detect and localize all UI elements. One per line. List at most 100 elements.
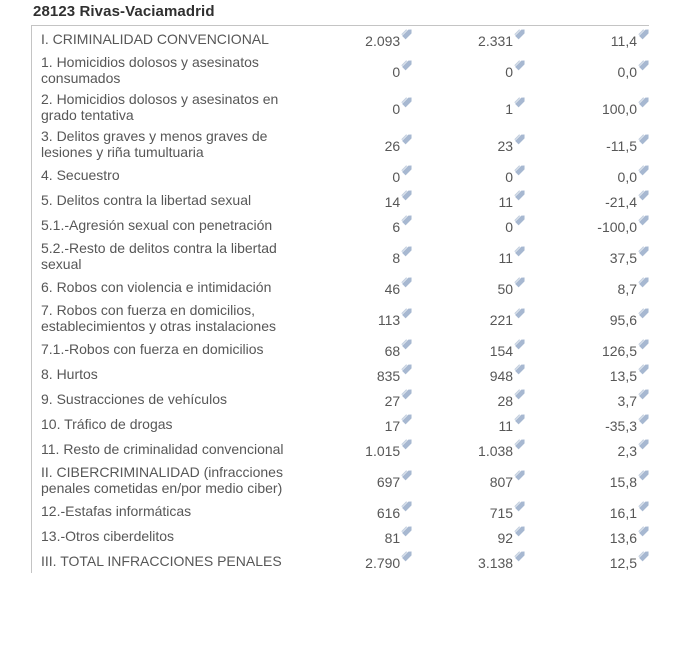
value-col-1: 1.015: [365, 442, 401, 459]
note-marker-icon[interactable]: [401, 133, 412, 145]
note-marker-icon[interactable]: [514, 245, 525, 257]
percent-variation-value: 13,6: [609, 529, 637, 546]
value-col-2: 28: [497, 392, 514, 409]
table-row: 3. Delitos graves y menos graves de lesi…: [32, 125, 650, 162]
percent-variation-cell: 95,6: [525, 299, 649, 336]
value-col-2-cell: 715: [412, 498, 525, 523]
value-col-2-cell: 11: [412, 411, 525, 436]
note-marker-icon[interactable]: [401, 164, 412, 176]
value-col-2-cell: 1: [412, 88, 525, 125]
note-marker-icon[interactable]: [638, 469, 649, 481]
note-marker-icon[interactable]: [401, 525, 412, 537]
note-marker-icon[interactable]: [401, 388, 412, 400]
note-marker-icon[interactable]: [514, 96, 525, 108]
note-marker-icon[interactable]: [514, 525, 525, 537]
note-marker-icon[interactable]: [514, 500, 525, 512]
note-marker-icon[interactable]: [514, 214, 525, 226]
note-marker-icon[interactable]: [514, 59, 525, 71]
table-row: I. CRIMINALIDAD CONVENCIONAL 2.093 2.331…: [32, 26, 650, 52]
note-marker-icon[interactable]: [638, 59, 649, 71]
percent-variation-cell: -11,5: [525, 125, 649, 162]
row-label: 5. Delitos contra la libertad sexual: [41, 191, 252, 208]
value-col-2: 948: [489, 367, 514, 384]
value-col-2: 1.038: [478, 442, 514, 459]
note-marker-icon[interactable]: [638, 307, 649, 319]
note-marker-icon[interactable]: [514, 438, 525, 450]
value-col-2: 807: [489, 473, 514, 490]
value-col-1: 81: [384, 529, 401, 546]
value-col-1: 697: [376, 473, 401, 490]
value-col-2-cell: 154: [412, 336, 525, 361]
value-col-2-cell: 0: [412, 212, 525, 237]
note-marker-icon[interactable]: [514, 189, 525, 201]
row-label: 7.1.-Robos con fuerza en domicilios: [41, 340, 264, 357]
table-row: 4. Secuestro 0 0 0,0: [32, 162, 650, 187]
value-col-1-cell: 0: [311, 162, 412, 187]
note-marker-icon[interactable]: [638, 363, 649, 375]
note-marker-icon[interactable]: [638, 96, 649, 108]
percent-variation-value: 0,0: [617, 168, 637, 185]
note-marker-icon[interactable]: [401, 59, 412, 71]
percent-variation-value: -11,5: [606, 137, 637, 154]
percent-variation-cell: 37,5: [525, 237, 649, 274]
percent-variation-value: 95,6: [609, 311, 637, 328]
value-col-2-cell: 1.038: [412, 436, 525, 461]
note-marker-icon[interactable]: [514, 363, 525, 375]
note-marker-icon[interactable]: [401, 550, 412, 562]
value-col-2-cell: 23: [412, 125, 525, 162]
note-marker-icon[interactable]: [638, 550, 649, 562]
note-marker-icon[interactable]: [514, 307, 525, 319]
value-col-2-cell: 3.138: [412, 548, 525, 573]
note-marker-icon[interactable]: [401, 276, 412, 288]
note-marker-icon[interactable]: [401, 189, 412, 201]
note-marker-icon[interactable]: [401, 363, 412, 375]
value-col-2: 154: [489, 342, 514, 359]
note-marker-icon[interactable]: [638, 525, 649, 537]
row-label: 8. Hurtos: [41, 365, 98, 382]
note-marker-icon[interactable]: [514, 338, 525, 350]
value-col-1-cell: 1.015: [311, 436, 412, 461]
note-marker-icon[interactable]: [638, 413, 649, 425]
note-marker-icon[interactable]: [638, 338, 649, 350]
note-marker-icon[interactable]: [401, 413, 412, 425]
percent-variation-cell: -21,4: [525, 187, 649, 212]
note-marker-icon[interactable]: [638, 164, 649, 176]
note-marker-icon[interactable]: [638, 28, 649, 40]
value-col-2-cell: 807: [412, 461, 525, 498]
note-marker-icon[interactable]: [401, 338, 412, 350]
row-label: 11. Resto de criminalidad convencional: [41, 440, 284, 457]
note-marker-icon[interactable]: [401, 500, 412, 512]
value-col-1-cell: 81: [311, 523, 412, 548]
row-label: 4. Secuestro: [41, 166, 120, 183]
value-col-1: 0: [392, 100, 401, 117]
note-marker-icon[interactable]: [401, 469, 412, 481]
note-marker-icon[interactable]: [638, 245, 649, 257]
note-marker-icon[interactable]: [401, 96, 412, 108]
note-marker-icon[interactable]: [638, 276, 649, 288]
note-marker-icon[interactable]: [514, 388, 525, 400]
note-marker-icon[interactable]: [401, 214, 412, 226]
table-row: 7.1.-Robos con fuerza en domicilios 68 1…: [32, 336, 650, 361]
value-col-2: 0: [505, 218, 514, 235]
note-marker-icon[interactable]: [514, 550, 525, 562]
note-marker-icon[interactable]: [514, 28, 525, 40]
percent-variation-value: 100,0: [601, 100, 637, 117]
note-marker-icon[interactable]: [638, 388, 649, 400]
note-marker-icon[interactable]: [401, 245, 412, 257]
note-marker-icon[interactable]: [638, 438, 649, 450]
note-marker-icon[interactable]: [514, 164, 525, 176]
note-marker-icon[interactable]: [514, 413, 525, 425]
value-col-2-cell: 2.331: [412, 26, 525, 52]
note-marker-icon[interactable]: [514, 469, 525, 481]
note-marker-icon[interactable]: [401, 307, 412, 319]
note-marker-icon[interactable]: [638, 189, 649, 201]
note-marker-icon[interactable]: [638, 133, 649, 145]
note-marker-icon[interactable]: [638, 500, 649, 512]
note-marker-icon[interactable]: [401, 438, 412, 450]
note-marker-icon[interactable]: [638, 214, 649, 226]
value-col-1: 8: [392, 249, 401, 266]
note-marker-icon[interactable]: [514, 276, 525, 288]
row-label: II. CIBERCRIMINALIDAD (infracciones pena…: [41, 463, 283, 496]
note-marker-icon[interactable]: [514, 133, 525, 145]
note-marker-icon[interactable]: [401, 28, 412, 40]
